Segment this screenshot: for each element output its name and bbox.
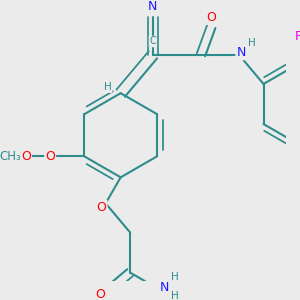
Text: O: O bbox=[97, 201, 106, 214]
Text: CH₃: CH₃ bbox=[0, 150, 21, 163]
Text: N: N bbox=[148, 0, 158, 13]
Text: O: O bbox=[45, 150, 55, 163]
Text: H: H bbox=[104, 82, 112, 92]
Text: C: C bbox=[149, 37, 156, 46]
Text: O: O bbox=[21, 150, 31, 163]
Text: H: H bbox=[171, 272, 178, 282]
Text: F: F bbox=[295, 30, 300, 44]
Text: N: N bbox=[236, 46, 246, 59]
Text: O: O bbox=[206, 11, 216, 24]
Text: N: N bbox=[160, 280, 169, 294]
Text: H: H bbox=[248, 38, 256, 48]
Text: O: O bbox=[95, 288, 105, 300]
Text: H: H bbox=[171, 291, 178, 300]
